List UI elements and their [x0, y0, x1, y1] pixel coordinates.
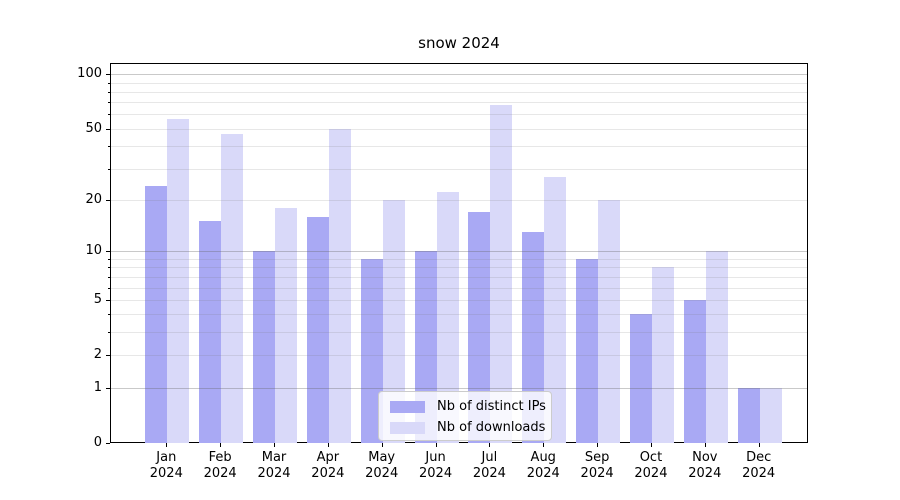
bars-layer [111, 64, 807, 443]
x-tick-label-oct-2024: Oct 2024 [634, 450, 668, 481]
y-minor-tick-mark-2 [108, 355, 110, 357]
y-minor-tick-mark-3 [108, 332, 110, 334]
plot-area [110, 63, 808, 443]
x-tick-label-mar-2024: Mar 2024 [257, 450, 291, 481]
bar-nb-of-distinct-ips-nov-2024 [683, 299, 706, 443]
bar-nb-of-distinct-ips-mar-2024 [253, 251, 275, 443]
legend: Nb of distinct IPs Nb of downloads [378, 391, 552, 441]
bar-nb-of-downloads-jan-2024 [167, 118, 190, 443]
y-tick-label-1: 1 [93, 379, 102, 395]
legend-swatch-nb-of-downloads [390, 421, 425, 434]
y-minor-tick-mark-4 [108, 314, 110, 316]
bar-nb-of-distinct-ips-jul-2024 [468, 212, 491, 443]
x-tick-mark-jan-2024 [166, 443, 168, 447]
bar-nb-of-downloads-jul-2024 [490, 104, 513, 443]
bar-nb-of-downloads-may-2024 [382, 199, 405, 443]
x-tick-label-dec-2024: Dec 2024 [742, 450, 776, 481]
y-minor-tick-mark-20 [108, 199, 110, 201]
x-tick-label-jun-2024: Jun 2024 [419, 450, 453, 481]
legend-item-nb-of-distinct-ips: Nb of distinct IPs [390, 396, 546, 417]
x-tick-mark-may-2024 [381, 443, 383, 447]
x-tick-label-sep-2024: Sep 2024 [580, 450, 614, 481]
bar-nb-of-downloads-mar-2024 [275, 207, 297, 443]
x-tick-label-jul-2024: Jul 2024 [472, 450, 506, 481]
bar-nb-of-distinct-ips-oct-2024 [629, 314, 652, 443]
bar-nb-of-downloads-oct-2024 [651, 267, 674, 443]
y-tick-label-10: 10 [85, 243, 102, 259]
chart-title: snow 2024 [418, 34, 500, 52]
x-tick-mark-aug-2024 [543, 443, 545, 447]
y-tick-label-0: 0 [93, 435, 102, 450]
x-tick-mark-mar-2024 [274, 443, 275, 447]
y-minor-tick-mark-8 [108, 267, 110, 269]
y-tick-mark-100 [106, 74, 110, 76]
bar-nb-of-distinct-ips-may-2024 [360, 259, 383, 443]
bar-nb-of-downloads-nov-2024 [705, 251, 728, 443]
x-tick-mark-apr-2024 [327, 443, 329, 447]
x-tick-label-jan-2024: Jan 2024 [149, 450, 183, 481]
legend-item-nb-of-downloads: Nb of downloads [390, 417, 546, 438]
legend-label-nb-of-downloads: Nb of downloads [437, 420, 546, 435]
y-tick-label-5: 5 [93, 291, 102, 307]
y-minor-tick-mark-80 [108, 91, 110, 93]
y-minor-tick-mark-50 [108, 128, 110, 130]
x-tick-label-aug-2024: Aug 2024 [526, 450, 560, 481]
legend-label-nb-of-distinct-ips: Nb of distinct IPs [437, 399, 546, 414]
bar-nb-of-distinct-ips-dec-2024 [737, 387, 760, 443]
x-tick-mark-oct-2024 [650, 443, 652, 447]
y-minor-tick-mark-60 [108, 114, 110, 116]
bar-nb-of-downloads-aug-2024 [544, 176, 567, 443]
y-minor-tick-mark-6 [108, 287, 110, 289]
y-minor-tick-mark-40 [108, 146, 110, 148]
x-tick-label-feb-2024: Feb 2024 [203, 450, 237, 481]
x-tick-label-nov-2024: Nov 2024 [688, 450, 722, 481]
y-tick-mark-1 [106, 387, 110, 389]
bar-nb-of-distinct-ips-sep-2024 [576, 259, 599, 443]
y-tick-mark-10 [106, 251, 110, 253]
x-tick-mark-nov-2024 [704, 443, 706, 447]
x-tick-mark-sep-2024 [597, 443, 599, 447]
bar-nb-of-downloads-sep-2024 [598, 199, 621, 443]
y-minor-tick-mark-7 [108, 276, 110, 278]
y-minor-tick-mark-30 [108, 168, 110, 170]
bar-nb-of-downloads-feb-2024 [221, 133, 244, 443]
y-tick-label-50: 50 [85, 120, 102, 136]
x-tick-mark-dec-2024 [758, 443, 760, 447]
y-minor-tick-mark-70 [108, 102, 110, 104]
y-tick-mark-0 [106, 443, 110, 444]
y-minor-tick-mark-90 [108, 82, 110, 84]
y-tick-label-2: 2 [93, 347, 102, 363]
bar-nb-of-distinct-ips-apr-2024 [306, 216, 329, 443]
x-tick-mark-jun-2024 [435, 443, 437, 447]
x-tick-mark-feb-2024 [220, 443, 222, 447]
bar-nb-of-downloads-jun-2024 [436, 192, 459, 443]
bar-nb-of-downloads-dec-2024 [759, 387, 782, 443]
bar-nb-of-distinct-ips-jan-2024 [145, 185, 168, 443]
bar-nb-of-distinct-ips-feb-2024 [199, 221, 222, 443]
x-tick-label-apr-2024: Apr 2024 [311, 450, 345, 481]
x-tick-mark-jul-2024 [489, 443, 491, 447]
legend-swatch-nb-of-distinct-ips [390, 400, 425, 413]
x-tick-label-may-2024: May 2024 [365, 450, 399, 481]
y-tick-label-20: 20 [85, 191, 102, 207]
y-minor-tick-mark-9 [108, 259, 110, 260]
bar-nb-of-downloads-apr-2024 [328, 128, 351, 443]
y-tick-label-100: 100 [77, 66, 102, 82]
bar-nb-of-distinct-ips-aug-2024 [522, 232, 545, 443]
y-minor-tick-mark-5 [108, 299, 110, 301]
